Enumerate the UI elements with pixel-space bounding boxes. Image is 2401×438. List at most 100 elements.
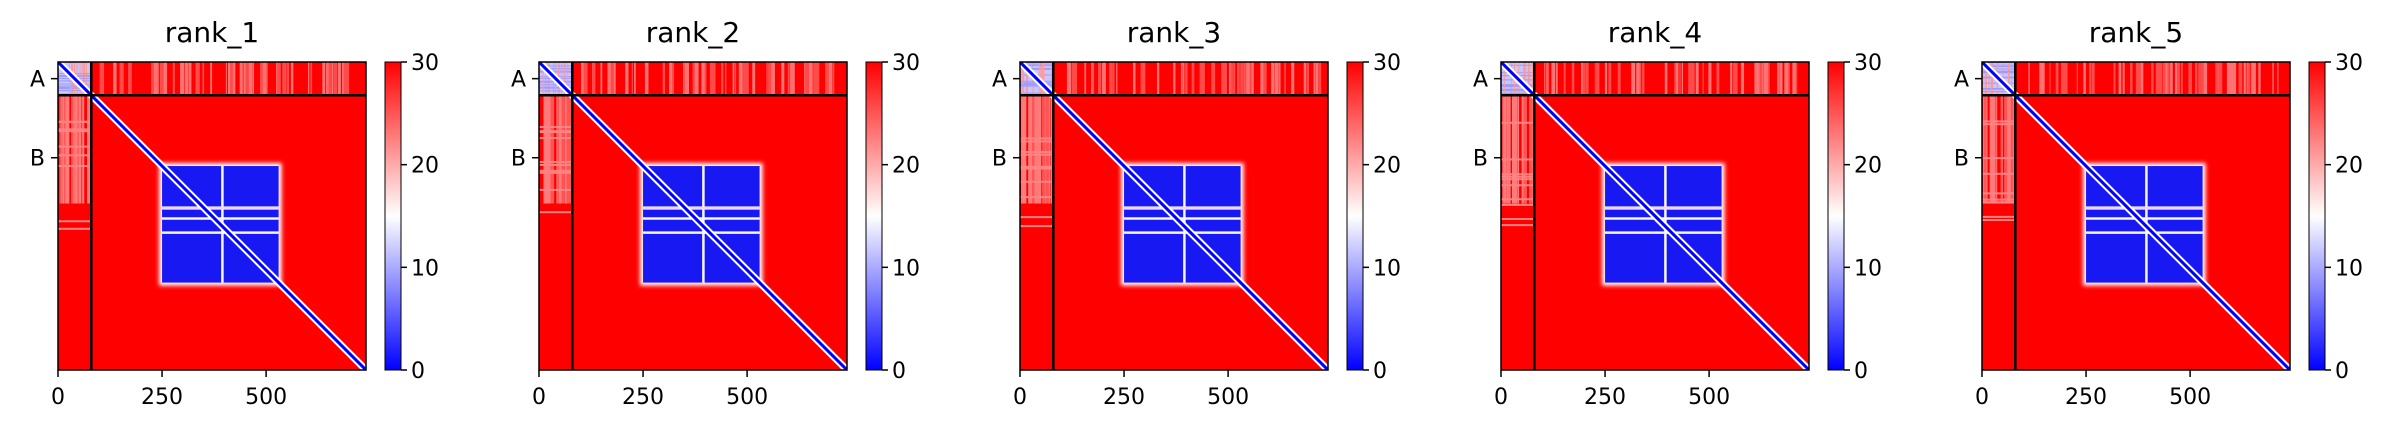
texture-stripe — [227, 62, 231, 96]
texture-stripe — [286, 62, 290, 96]
texture-stripe — [1020, 225, 1054, 228]
texture-stripe — [1508, 95, 1511, 204]
texture-stripe — [539, 137, 573, 140]
texture-stripe — [1020, 216, 1054, 219]
texture-stripe — [1994, 95, 1997, 204]
texture-stripe — [1307, 62, 1309, 96]
texture-stripe — [545, 95, 547, 204]
texture-stripe — [328, 62, 332, 96]
texture-stripe — [58, 227, 92, 230]
texture-stripe — [704, 62, 707, 96]
texture-stripe — [1260, 62, 1264, 96]
texture-stripe — [1691, 62, 1695, 96]
texture-stripe — [252, 62, 255, 96]
texture-stripe — [2118, 62, 2122, 96]
texture-stripe — [1244, 62, 1248, 96]
texture-stripe — [2272, 62, 2274, 96]
texture-stripe — [2028, 62, 2030, 96]
texture-stripe — [1501, 121, 1535, 124]
colorbar-tick-label: 0 — [411, 359, 425, 384]
texture-stripe — [58, 120, 92, 123]
colorbar-tick-label: 30 — [411, 51, 439, 76]
texture-stripe — [738, 62, 743, 96]
texture-stripe — [2140, 62, 2144, 96]
texture-stripe — [2162, 62, 2166, 96]
texture-stripe — [2253, 62, 2256, 96]
texture-stripe — [1020, 180, 1054, 183]
texture-stripe — [113, 62, 117, 96]
texture-stripe — [734, 62, 737, 96]
colorbar — [865, 61, 883, 371]
texture-stripe — [345, 62, 350, 96]
texture-stripe — [2195, 62, 2198, 96]
texture-stripe — [1544, 62, 1546, 96]
texture-stripe — [65, 95, 70, 204]
domain-separator — [2086, 206, 2203, 210]
texture-stripe — [2238, 62, 2243, 96]
texture-stripe — [1191, 62, 1195, 96]
texture-stripe — [684, 62, 689, 96]
texture-stripe — [2064, 62, 2068, 96]
chain-label: A — [992, 68, 1007, 93]
texture-stripe — [1092, 62, 1095, 96]
texture-stripe — [1546, 62, 1550, 96]
texture-stripe — [672, 62, 675, 96]
texture-stripe — [539, 131, 573, 134]
texture-stripe — [2277, 62, 2279, 96]
texture-stripe — [1274, 62, 1279, 96]
texture-stripe — [2258, 62, 2261, 96]
texture-stripe — [1503, 95, 1507, 204]
colorbar-tick-label: 0 — [2335, 359, 2349, 384]
texture-stripe — [1045, 95, 1049, 204]
texture-stripe — [644, 62, 649, 96]
texture-stripe — [1228, 62, 1232, 96]
texture-stripe — [1112, 62, 1115, 96]
x-tick-label: 250 — [622, 385, 664, 410]
texture-stripe — [694, 62, 699, 96]
texture-stripe — [613, 62, 616, 96]
texture-stripe — [781, 62, 785, 96]
texture-stripe — [1222, 62, 1227, 96]
colorbar — [2308, 61, 2326, 371]
texture-stripe — [1702, 62, 1704, 96]
texture-stripe — [1642, 62, 1645, 96]
plot-frame — [538, 61, 848, 371]
texture-stripe — [326, 62, 328, 96]
texture-stripe — [1779, 62, 1783, 96]
colorbar-tick-label: 10 — [1854, 256, 1882, 281]
texture-stripe — [2159, 62, 2162, 96]
texture-stripe — [1571, 62, 1575, 96]
texture-stripe — [59, 95, 62, 204]
texture-stripe — [1020, 140, 1054, 143]
colorbar — [384, 61, 402, 371]
chain-label: B — [1954, 147, 1969, 172]
domain-separator — [1605, 206, 1722, 210]
panel-rank_4: rank_4 0 250 500 A B 0 10 20 30 — [1473, 16, 1882, 410]
texture-stripe — [539, 126, 573, 129]
texture-stripe — [1768, 62, 1770, 96]
texture-stripe — [337, 62, 341, 96]
texture-stripe — [1263, 62, 1267, 96]
texture-stripe — [662, 62, 666, 96]
texture-stripe — [1730, 62, 1733, 96]
texture-stripe — [310, 62, 313, 96]
colorbar-tick-label: 20 — [1373, 154, 1401, 179]
texture-stripe — [721, 62, 724, 96]
texture-stripe — [1581, 62, 1584, 96]
texture-stripe — [1233, 62, 1236, 96]
texture-stripe — [1631, 62, 1636, 96]
texture-stripe — [283, 62, 287, 96]
texture-stripe — [58, 165, 92, 168]
texture-stripe — [558, 95, 562, 204]
diagonal — [1501, 62, 1809, 370]
texture-stripe — [1982, 201, 2016, 204]
texture-stripe — [1029, 95, 1034, 204]
texture-stripe — [184, 62, 188, 96]
texture-stripe — [157, 62, 159, 96]
texture-stripe — [2177, 62, 2180, 96]
plot-frame — [1500, 61, 1810, 371]
texture-stripe — [161, 62, 165, 96]
heatmap — [1501, 62, 1809, 370]
texture-stripe — [825, 62, 830, 96]
chain-label: A — [511, 68, 526, 93]
